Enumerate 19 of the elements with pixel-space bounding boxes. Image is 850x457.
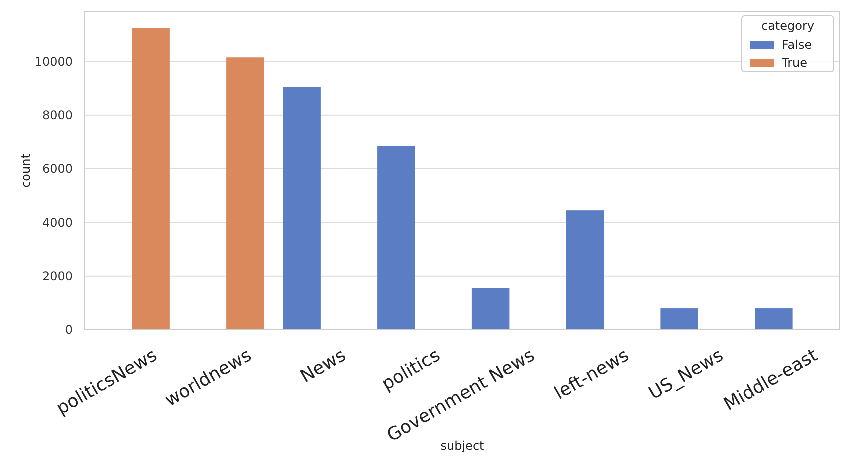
y-axis-title: count: [19, 154, 33, 188]
legend-label: False: [782, 38, 812, 52]
y-tick-label: 8000: [42, 108, 73, 123]
y-tick-label: 10000: [34, 54, 73, 69]
bar: [472, 288, 510, 330]
x-axis-title: subject: [440, 439, 485, 453]
bar: [132, 28, 170, 330]
legend-title: category: [761, 19, 815, 33]
bar: [378, 146, 416, 330]
y-tick-label: 2000: [42, 270, 73, 284]
bar: [566, 210, 604, 330]
y-tick-label: 6000: [42, 162, 73, 176]
legend-label: True: [781, 56, 808, 70]
y-tick-label: 0: [65, 323, 73, 338]
y-tick-label: 4000: [42, 216, 73, 230]
bar: [283, 87, 321, 330]
bar: [660, 308, 698, 330]
bar: [755, 308, 793, 330]
bar: [226, 58, 264, 330]
